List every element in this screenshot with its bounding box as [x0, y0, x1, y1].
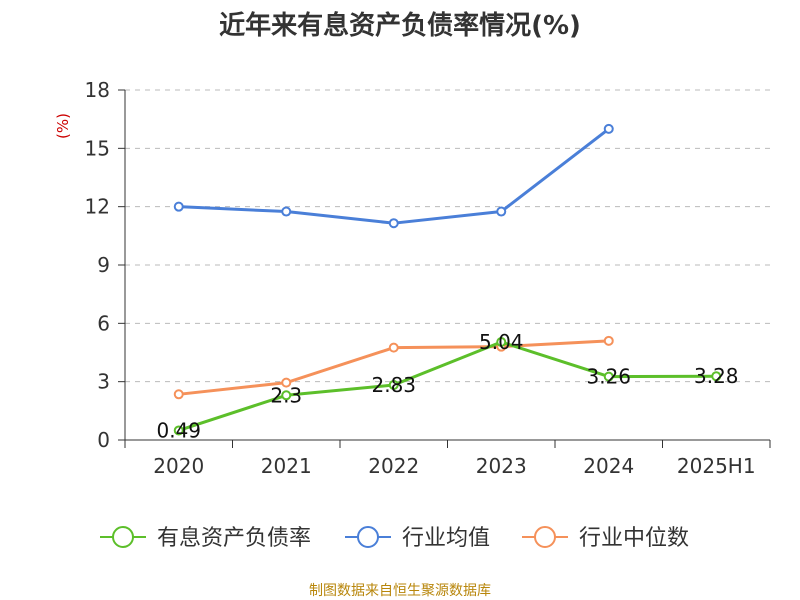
legend-label: 行业中位数	[579, 526, 689, 551]
legend-label: 有息资产负债率	[157, 526, 311, 551]
data-label: 5.04	[479, 330, 524, 354]
legend-swatch-marker	[112, 526, 134, 548]
y-tick-labels: 0 3 6 9 12 15 18	[85, 78, 110, 452]
series-lines: 0.49 2.3 2.83 5.04 3.26 3.28	[156, 123, 739, 442]
series-1	[173, 123, 614, 229]
y-tick-label: 15	[85, 136, 110, 160]
legend-swatch-marker	[534, 526, 556, 548]
source-note: 制图数据来自恒生聚源数据库	[309, 583, 491, 599]
data-point	[173, 201, 184, 212]
data-point	[496, 206, 507, 217]
data-point	[281, 206, 292, 217]
y-tick-label: 0	[97, 428, 110, 452]
legend-item: 行业中位数	[522, 526, 689, 551]
data-point	[711, 371, 722, 382]
data-point	[173, 425, 184, 436]
legend-swatch-marker	[357, 526, 379, 548]
series-line	[178, 127, 610, 225]
data-point	[281, 390, 292, 401]
data-point	[388, 379, 399, 390]
data-point	[388, 342, 399, 353]
chart-title: 近年来有息资产负债率情况(%)	[219, 10, 581, 41]
axes	[118, 89, 771, 448]
data-point	[496, 337, 507, 347]
legend: 有息资产负债率 行业均值 行业中位数	[100, 526, 689, 551]
x-tick-label: 2022	[368, 454, 419, 478]
data-label: 2.3	[270, 383, 302, 407]
data-label: 3.26	[586, 365, 631, 389]
data-label: 3.28	[694, 364, 739, 388]
x-tick-label: 2023	[476, 454, 527, 478]
y-tick-label: 6	[97, 311, 110, 335]
x-tick-label: 2020	[153, 454, 204, 478]
legend-item: 有息资产负债率	[100, 526, 311, 551]
data-point	[603, 335, 614, 346]
series-line	[178, 340, 717, 432]
gridlines	[125, 89, 770, 383]
data-point	[603, 371, 614, 382]
x-tick-label: 2021	[261, 454, 312, 478]
y-axis-label: (%)	[54, 113, 72, 139]
y-tick-label: 12	[85, 195, 110, 219]
y-tick-label: 18	[85, 78, 110, 102]
x-tick-label: 2025H1	[677, 454, 756, 478]
data-label: 0.49	[156, 418, 201, 442]
legend-label: 行业均值	[402, 526, 490, 551]
series-0: 0.49 2.3 2.83 5.04 3.26 3.28	[156, 330, 738, 442]
data-label: 2.83	[371, 373, 416, 397]
y-tick-label: 3	[97, 370, 110, 394]
x-tick-label: 2024	[583, 454, 634, 478]
data-point	[388, 218, 399, 229]
data-point	[173, 389, 184, 400]
x-tick-labels: 2020 2021 2022 2023 2024 2025H1	[153, 454, 755, 478]
data-point	[603, 123, 614, 134]
y-tick-label: 9	[97, 253, 110, 277]
legend-item: 行业均值	[345, 526, 490, 551]
data-point	[281, 377, 292, 388]
